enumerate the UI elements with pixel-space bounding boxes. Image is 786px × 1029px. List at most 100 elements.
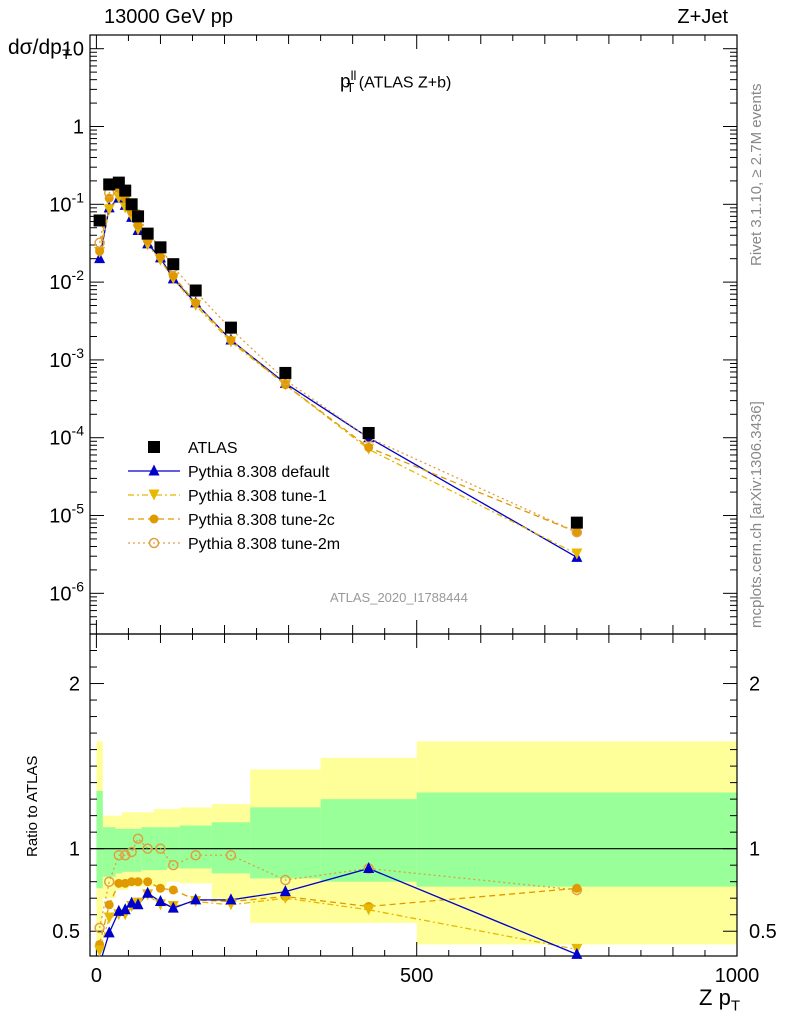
main-y-tick-label: 1 [73, 117, 84, 139]
main-point-pythia-8-308-tune-2c [226, 335, 236, 345]
ratio-y-tick-label: 1 [69, 839, 80, 861]
ratio-point-pythia-8-308-tune-2c [168, 885, 178, 895]
main-point-atlas [167, 258, 180, 271]
ratio-y-tick-label: 2 [69, 674, 80, 696]
y-axis-title-sub: T [61, 46, 71, 63]
main-line-pythia-8-308-tune-1 [98, 197, 578, 555]
main-point-pythia-8-308-tune-2c [155, 252, 165, 262]
ratio-line-pythia-8-308-tune-2m [98, 837, 577, 929]
ratio-point-pythia-8-308-default [103, 926, 115, 938]
ratio-band-green [128, 828, 135, 872]
main-point-atlas [154, 241, 167, 254]
ratio-band-green [102, 827, 116, 877]
ratio-point-pythia-8-308-default [119, 903, 131, 915]
main-point-pythia-8-308-tune-1 [103, 204, 115, 216]
analysis-watermark: ATLAS_2020_I1788444 [330, 590, 468, 605]
ratio-point-pythia-8-308-default [167, 901, 179, 913]
source-label: mcplots.cern.ch [arXiv:1306.3436] [748, 401, 765, 628]
ratio-y-tick-label-right: 0.5 [749, 921, 777, 943]
plot-title-main: p [340, 71, 351, 93]
main-point-atlas [103, 178, 116, 191]
x-axis-title-sub: T [730, 997, 740, 1015]
main-y-tick-label: 10-5 [49, 501, 84, 528]
main-point-atlas [119, 184, 132, 197]
ratio-point-pythia-8-308-tune-2m [280, 874, 291, 886]
legend-marker-atlas [148, 441, 160, 453]
ratio-point-pythia-8-308-tune-2m [119, 850, 131, 861]
ratio-point-pythia-8-308-default [126, 896, 138, 908]
ratio-point-pythia-8-308-default [132, 898, 144, 910]
main-point-atlas [224, 321, 237, 334]
plot-title-sup: ll [350, 68, 357, 83]
ratio-point-pythia-8-308-tune-2m [225, 850, 237, 861]
legend-label-atlas: ATLAS [188, 440, 238, 457]
ratio-point-pythia-8-308-tune-2m [103, 876, 115, 887]
plot-title: pllT (ATLAS Z+b) [340, 68, 451, 95]
ratio-x-tick-label: 500 [400, 965, 433, 987]
ratio-y-tick-label-right: 2 [749, 674, 760, 696]
ratio-point-pythia-8-308-tune-1 [94, 945, 106, 957]
ratio-point-pythia-8-308-tune-2c [155, 883, 165, 893]
main-point-atlas [125, 198, 138, 211]
legend-marker-pythia-8-308-tune-2m [148, 537, 160, 549]
main-point-atlas [141, 227, 154, 240]
ratio-point-pythia-8-308-tune-2c [143, 877, 153, 887]
ratio-y-tick-label-right: 1 [749, 839, 760, 861]
ratio-point-pythia-8-308-default [363, 861, 375, 873]
main-line-pythia-8-308-tune-2c [98, 187, 578, 533]
main-point-pythia-8-308-tune-1 [571, 548, 583, 560]
main-point-pythia-8-308-tune-2c [572, 527, 582, 537]
ratio-point-pythia-8-308-default [279, 885, 291, 897]
ratio-band-green [416, 792, 737, 887]
main-point-atlas [132, 210, 145, 223]
ratio-point-pythia-8-308-tune-2m [142, 843, 153, 854]
legend-label-pythia-8-308-default: Pythia 8.308 default [188, 464, 330, 481]
main-y-tick-label: 10-6 [49, 578, 84, 605]
ratio-point-pythia-8-308-tune-2m [132, 833, 144, 845]
ratio-point-pythia-8-308-tune-2m [168, 859, 179, 871]
ratio-point-pythia-8-308-tune-2c [104, 900, 114, 910]
y-axis-title: dσ/dpT [8, 36, 70, 62]
ratio-band-green [134, 828, 142, 872]
ratio-point-pythia-8-308-tune-2m [190, 850, 201, 861]
ratio-band-green [250, 807, 321, 879]
process-label: Z+Jet [677, 6, 728, 28]
legend-marker-pythia-8-308-tune-2c [149, 514, 159, 524]
energy-label: 13000 GeV pp [104, 6, 233, 28]
ratio-point-pythia-8-308-tune-2m [94, 922, 105, 934]
ratio-point-pythia-8-308-default [571, 947, 583, 959]
ratio-point-pythia-8-308-tune-2m [155, 843, 166, 854]
main-point-atlas [279, 366, 292, 379]
ratio-point-pythia-8-308-default [190, 893, 202, 905]
main-y-tick-label: 10-4 [49, 423, 84, 450]
plot-title-rest: (ATLAS Z+b) [354, 74, 452, 92]
main-point-pythia-8-308-tune-2c [168, 271, 178, 281]
y-axis-title-main: dσ/dp [8, 36, 62, 59]
legend-label-pythia-8-308-tune-2m: Pythia 8.308 tune-2m [188, 536, 340, 553]
ratio-point-pythia-8-308-tune-2c [572, 883, 582, 893]
ratio-panel-frame [89, 633, 738, 957]
main-point-atlas [189, 284, 202, 297]
ratio-point-pythia-8-308-tune-2c [127, 877, 137, 887]
legend-label-pythia-8-308-tune-1: Pythia 8.308 tune-1 [188, 488, 327, 505]
ratio-point-pythia-8-308-tune-2m [113, 850, 125, 861]
ratio-point-pythia-8-308-tune-1 [103, 912, 115, 924]
ratio-point-pythia-8-308-tune-2m [126, 846, 137, 858]
ratio-band-green [96, 790, 103, 889]
main-y-tick-label: 10 [62, 39, 84, 61]
legend-label-pythia-8-308-tune-2c: Pythia 8.308 tune-2c [188, 512, 335, 529]
legend-marker-pythia-8-308-tune-1 [148, 489, 160, 501]
main-point-pythia-8-308-tune-2c [95, 246, 105, 256]
main-point-atlas [362, 426, 375, 439]
main-point-atlas [570, 516, 583, 529]
ratio-point-pythia-8-308-tune-2c [133, 877, 143, 887]
main-line-pythia-8-308-default [98, 197, 578, 558]
ratio-point-pythia-8-308-default [154, 895, 166, 907]
rivet-label: Rivet 3.1.10, ≥ 2.7M events [748, 83, 765, 267]
main-line-pythia-8-308-tune-2m [98, 183, 578, 533]
x-axis-title-main: Z p [699, 985, 731, 1010]
main-point-pythia-8-308-tune-2c [133, 220, 143, 230]
ratio-axis-title: Ratio to ATLAS [24, 755, 41, 857]
ratio-point-pythia-8-308-tune-2c [114, 878, 124, 888]
